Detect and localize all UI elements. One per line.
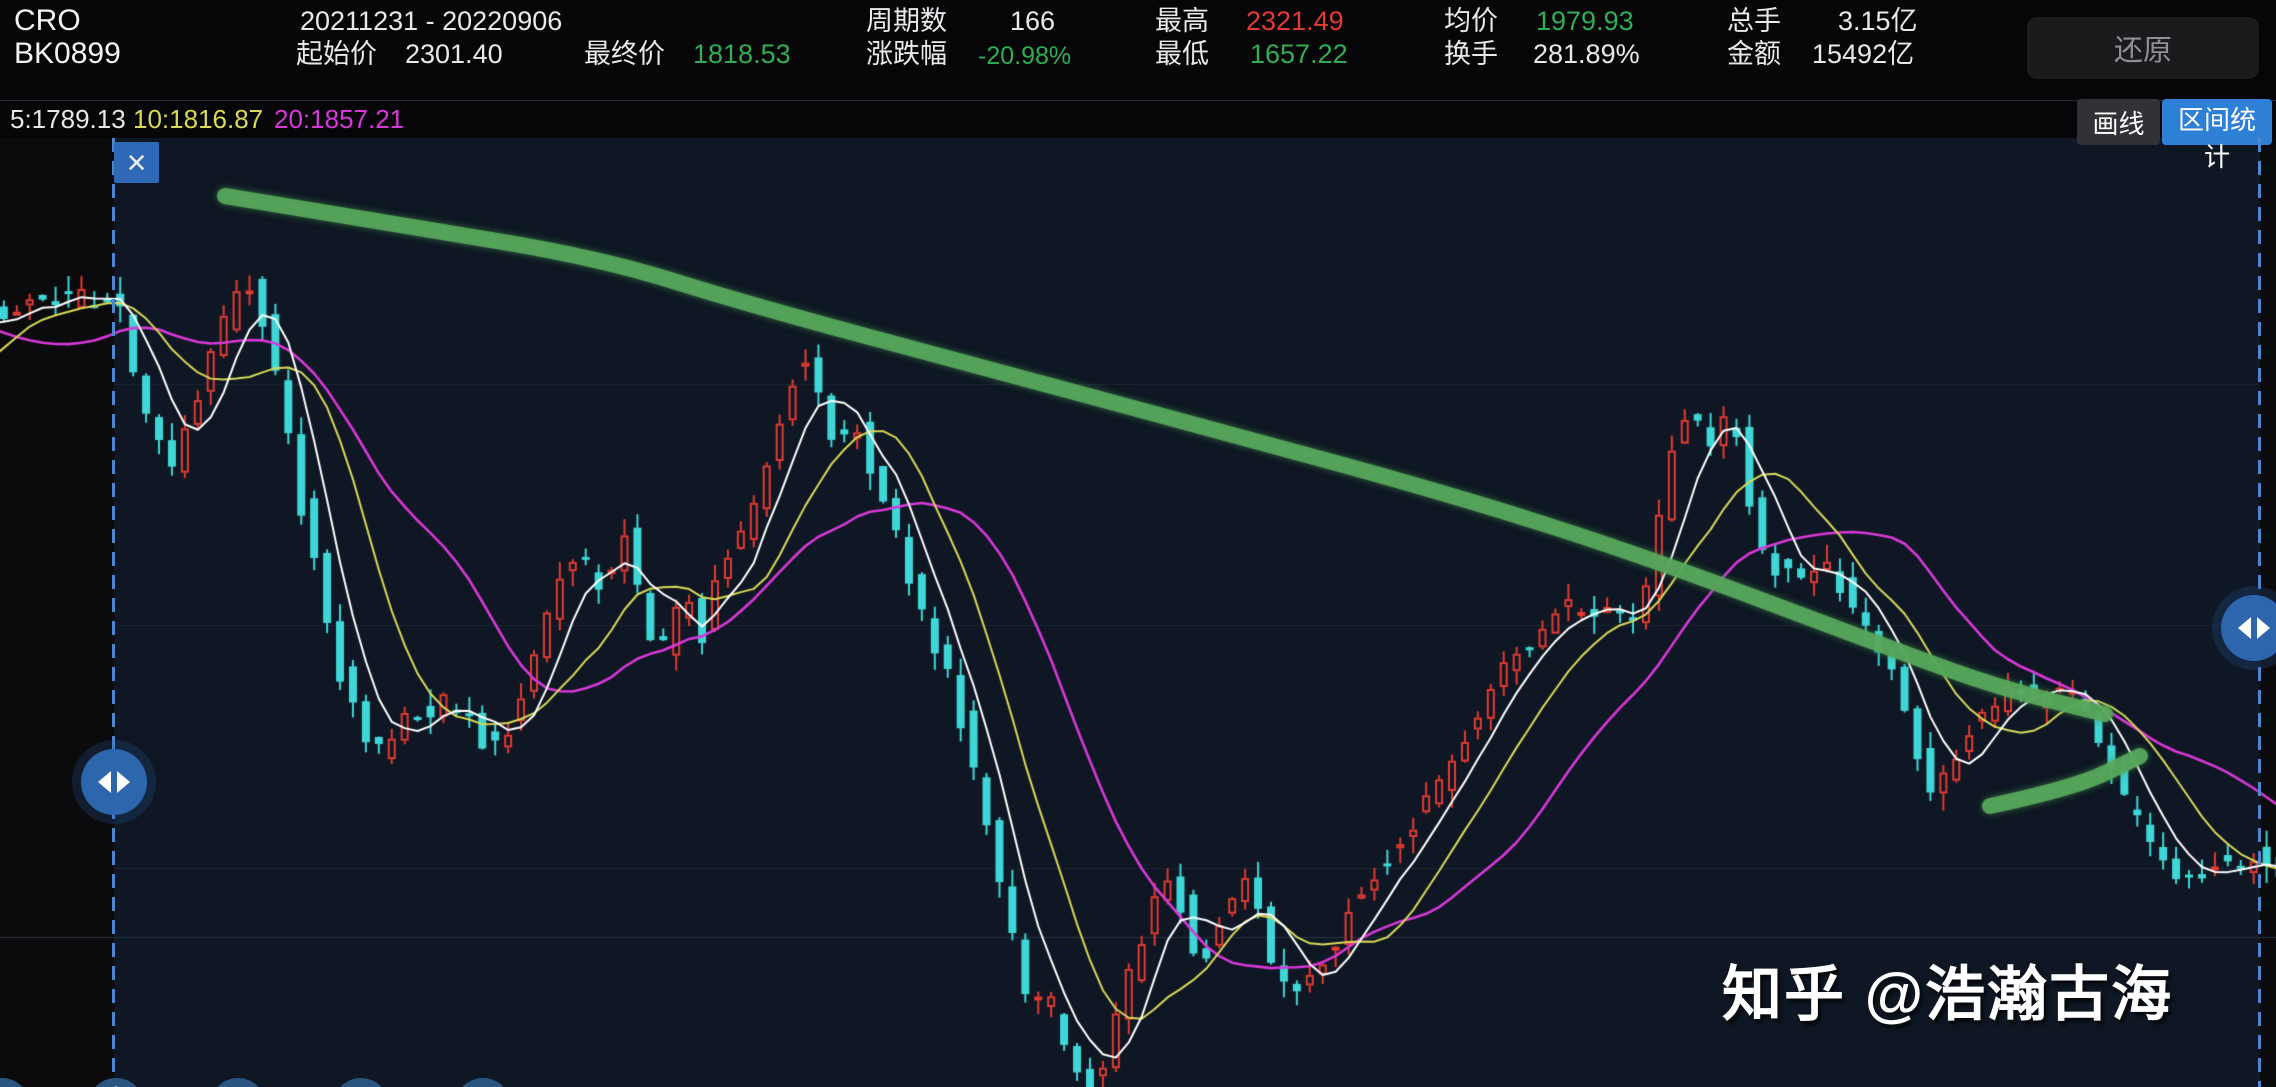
watermark: 知乎 @浩瀚古海 (1722, 961, 2174, 1028)
symbol-name: CRO (14, 4, 81, 37)
turnover-value: 281.89% (1533, 39, 1640, 69)
range-start-marker[interactable] (112, 138, 115, 1087)
candlestick-canvas[interactable] (0, 138, 2276, 1087)
range-start-handle[interactable] (81, 749, 147, 815)
ma5-legend: 5:1789.13 (10, 104, 126, 134)
ma20-legend: 20:1857.21 (274, 104, 405, 134)
restore-button[interactable]: 还原 (2027, 17, 2259, 79)
periods-value: 166 (1010, 6, 1056, 36)
periods-label: 周期数 (866, 6, 947, 36)
turnover-label: 换手 (1444, 39, 1498, 69)
change-value: -20.98% (978, 42, 1072, 70)
high-label: 最高 (1155, 6, 1209, 36)
chevron-right-icon (2257, 617, 2270, 639)
change-label: 涨跌幅 (866, 39, 947, 69)
final-price-value: 1818.53 (693, 39, 791, 69)
draw-line-button[interactable]: 画线 (2077, 99, 2160, 145)
amount-label: 金额 (1727, 39, 1781, 69)
volume-label: 总手 (1727, 6, 1781, 36)
low-label: 最低 (1155, 39, 1209, 69)
high-value: 2321.49 (1246, 6, 1344, 36)
volume-value: 3.15亿 (1838, 6, 1918, 36)
range-stats-button[interactable]: 区间统计 (2162, 99, 2272, 172)
tool-trendline-up[interactable] (210, 1078, 266, 1087)
date-range: 20211231 - 20220906 (300, 6, 563, 36)
final-price-label: 最终价 (584, 39, 665, 69)
amount-value: 15492亿 (1812, 39, 1915, 69)
chart-area: × 知乎 @浩瀚古海 (0, 138, 2276, 1087)
header-divider (0, 100, 2276, 101)
tool-arrow[interactable] (455, 1078, 511, 1087)
tool-trendline-down[interactable] (333, 1078, 389, 1087)
chevron-right-icon (117, 771, 130, 793)
range-end-handle[interactable] (2221, 595, 2276, 661)
start-price-label: 起始价 (296, 39, 377, 69)
symbol-code: BK0899 (14, 37, 121, 70)
chevron-left-icon (2238, 617, 2251, 639)
avg-price-label: 均价 (1444, 6, 1498, 36)
close-range-button[interactable]: × (114, 142, 159, 183)
avg-price-value: 1979.93 (1536, 6, 1634, 36)
start-price-value: 2301.40 (405, 39, 503, 69)
header: CRO BK0899 20211231 - 20220906 起始价 2301.… (0, 0, 2276, 172)
low-value: 1657.22 (1250, 39, 1348, 69)
ma10-legend: 10:1816.87 (133, 104, 264, 134)
chevron-left-icon (98, 771, 111, 793)
tool-vertical-line[interactable] (88, 1078, 144, 1087)
tool-bubble[interactable] (0, 1078, 30, 1087)
